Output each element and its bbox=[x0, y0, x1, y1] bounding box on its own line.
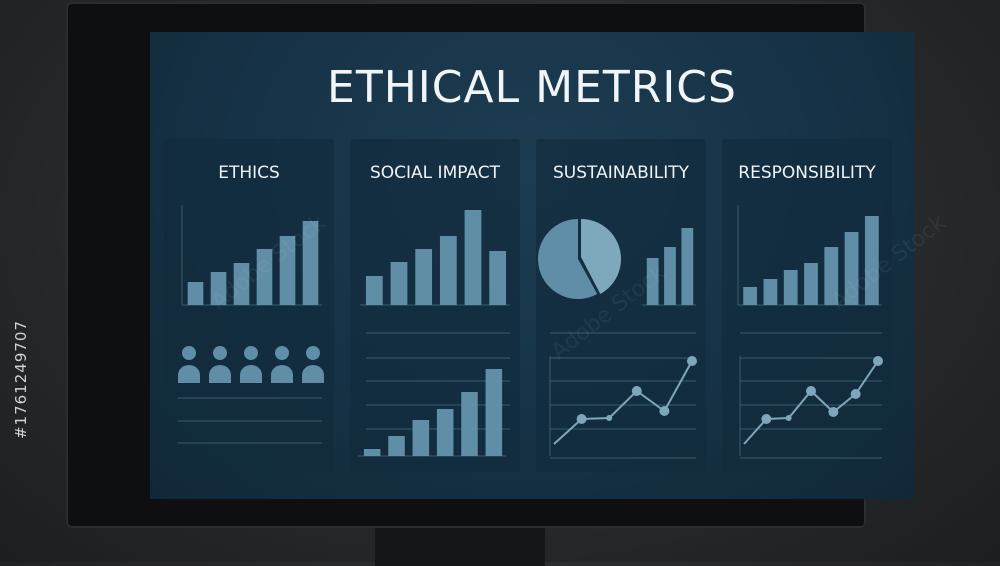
data-point bbox=[659, 406, 670, 416]
data-point bbox=[761, 414, 772, 424]
data-point bbox=[806, 386, 816, 396]
panel-title: SUSTAINABILITY bbox=[552, 163, 689, 183]
panel-responsibility: RESPONSIBILITY bbox=[722, 139, 892, 472]
panel-ethics: ETHICS bbox=[164, 139, 334, 472]
panel-social-impact: SOCIAL IMPACT bbox=[350, 139, 520, 472]
panel-sustainability: SUSTAINABILITY bbox=[536, 139, 706, 472]
ethics-charts bbox=[178, 205, 324, 444]
bar bbox=[390, 262, 408, 305]
person-icon bbox=[275, 346, 289, 360]
bar bbox=[461, 392, 478, 456]
bar bbox=[664, 247, 676, 305]
person-icon bbox=[302, 365, 324, 383]
data-point bbox=[631, 386, 642, 396]
bar bbox=[646, 258, 659, 305]
social-impact-charts bbox=[358, 210, 510, 457]
bar bbox=[824, 247, 839, 305]
monitor-screen: ETHICAL METRICS ETHICS SOCIAL IMPACT SUS… bbox=[150, 32, 914, 499]
bar bbox=[279, 236, 296, 305]
bar bbox=[783, 270, 798, 305]
monitor-bezel: ETHICAL METRICS ETHICS SOCIAL IMPACT SUS… bbox=[66, 2, 914, 528]
person-icon bbox=[306, 346, 320, 360]
person-icon bbox=[271, 365, 293, 383]
bar bbox=[681, 228, 694, 305]
bar bbox=[864, 216, 879, 305]
bar bbox=[412, 420, 430, 456]
data-point bbox=[785, 415, 792, 421]
bar bbox=[763, 279, 778, 305]
bar bbox=[743, 287, 758, 305]
pie-slice bbox=[538, 219, 598, 299]
bar bbox=[210, 272, 227, 305]
panel-title: SOCIAL IMPACT bbox=[370, 163, 500, 183]
bar bbox=[436, 409, 454, 456]
data-point bbox=[576, 414, 587, 424]
bar bbox=[439, 236, 457, 305]
pie-slice bbox=[581, 219, 621, 295]
bar bbox=[365, 276, 383, 305]
dashboard-title: ETHICAL METRICS bbox=[327, 62, 737, 113]
bar bbox=[233, 263, 250, 305]
bar bbox=[415, 249, 433, 305]
responsibility-charts bbox=[737, 205, 883, 459]
person-icon bbox=[244, 346, 258, 360]
person-icon bbox=[213, 346, 227, 360]
panel-title: RESPONSIBILITY bbox=[738, 163, 876, 183]
person-icon bbox=[209, 365, 231, 383]
bar bbox=[256, 249, 273, 305]
bar bbox=[388, 436, 405, 456]
data-point bbox=[873, 356, 883, 366]
bar bbox=[464, 210, 482, 305]
bar bbox=[302, 221, 319, 305]
data-point bbox=[850, 389, 861, 399]
series-line bbox=[553, 360, 693, 445]
bar bbox=[485, 369, 503, 456]
stock-id: #1761249707 bbox=[12, 320, 30, 440]
bar bbox=[187, 282, 204, 305]
person-icon bbox=[240, 365, 262, 383]
sustainability-charts bbox=[538, 219, 697, 459]
bar bbox=[804, 263, 818, 305]
bar bbox=[844, 232, 859, 305]
data-point bbox=[606, 415, 613, 421]
data-point bbox=[687, 356, 697, 366]
bar bbox=[489, 251, 507, 305]
data-point bbox=[828, 407, 839, 417]
person-icon bbox=[178, 365, 200, 383]
bar bbox=[363, 449, 381, 456]
person-icon bbox=[182, 346, 196, 360]
series-line bbox=[743, 360, 879, 445]
monitor-stand bbox=[375, 526, 545, 566]
panel-title: ETHICS bbox=[218, 163, 280, 183]
